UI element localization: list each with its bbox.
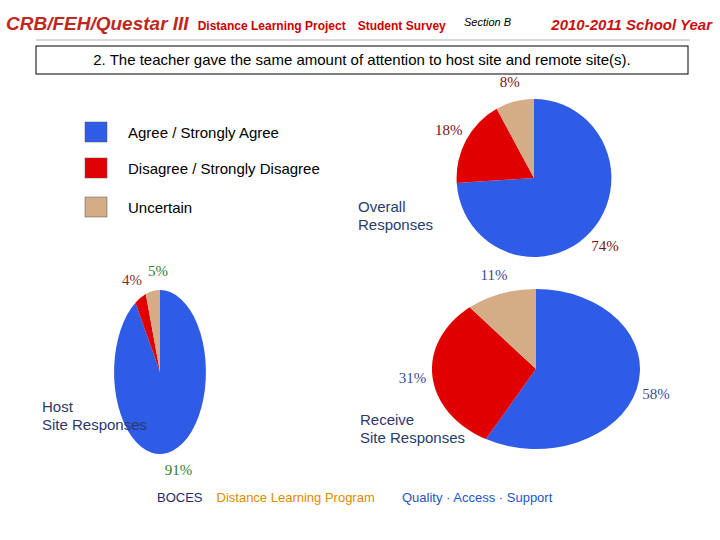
legend-label: Uncertain [128, 199, 192, 216]
data-label: 8% [500, 74, 520, 90]
legend: Agree / Strongly Agree Disagree / Strongl… [85, 122, 320, 217]
header-title: CRB/FEH/Questar III [6, 13, 189, 34]
pie [457, 99, 612, 257]
data-label: 74% [591, 238, 619, 254]
pie-slice [457, 99, 612, 257]
data-label: 4% [122, 272, 142, 288]
data-label: 11% [481, 267, 508, 283]
footer-org: BOCES [157, 490, 203, 505]
pie-slice [497, 99, 534, 178]
pie-title: Host Site Responses [42, 398, 147, 433]
legend-swatch [85, 158, 107, 178]
pie-title: Overall Responses [358, 198, 433, 233]
data-label: 5% [148, 263, 168, 279]
footer-program: Distance Learning Program [217, 490, 375, 505]
data-label: 18% [435, 122, 463, 138]
question-box [36, 46, 688, 74]
pie-title: Receive Site Responses [360, 411, 465, 446]
header-project: Distance Learning Project [198, 19, 346, 33]
pie-slice [470, 289, 536, 369]
pie-slice [146, 290, 160, 372]
header-rule [36, 40, 690, 41]
header-year: 2010-2011 School Year [550, 16, 713, 33]
slide: CRB/FEH/Questar III Distance Learning Pro… [0, 0, 720, 540]
data-label: 31% [399, 370, 427, 386]
pie [432, 289, 640, 449]
header-survey: Student Survey [358, 19, 446, 33]
legend-label: Agree / Strongly Agree [128, 124, 279, 141]
data-label: 91% [165, 462, 193, 478]
legend-swatch [85, 122, 107, 142]
legend-swatch [85, 197, 107, 217]
question-text: 2. The teacher gave the same amount of a… [93, 51, 631, 68]
legend-label: Disagree / Strongly Disagree [128, 160, 320, 177]
data-label: 58% [642, 386, 670, 402]
footer-motto: Quality · Access · Support [402, 490, 553, 505]
header-section: Section B [464, 16, 511, 28]
